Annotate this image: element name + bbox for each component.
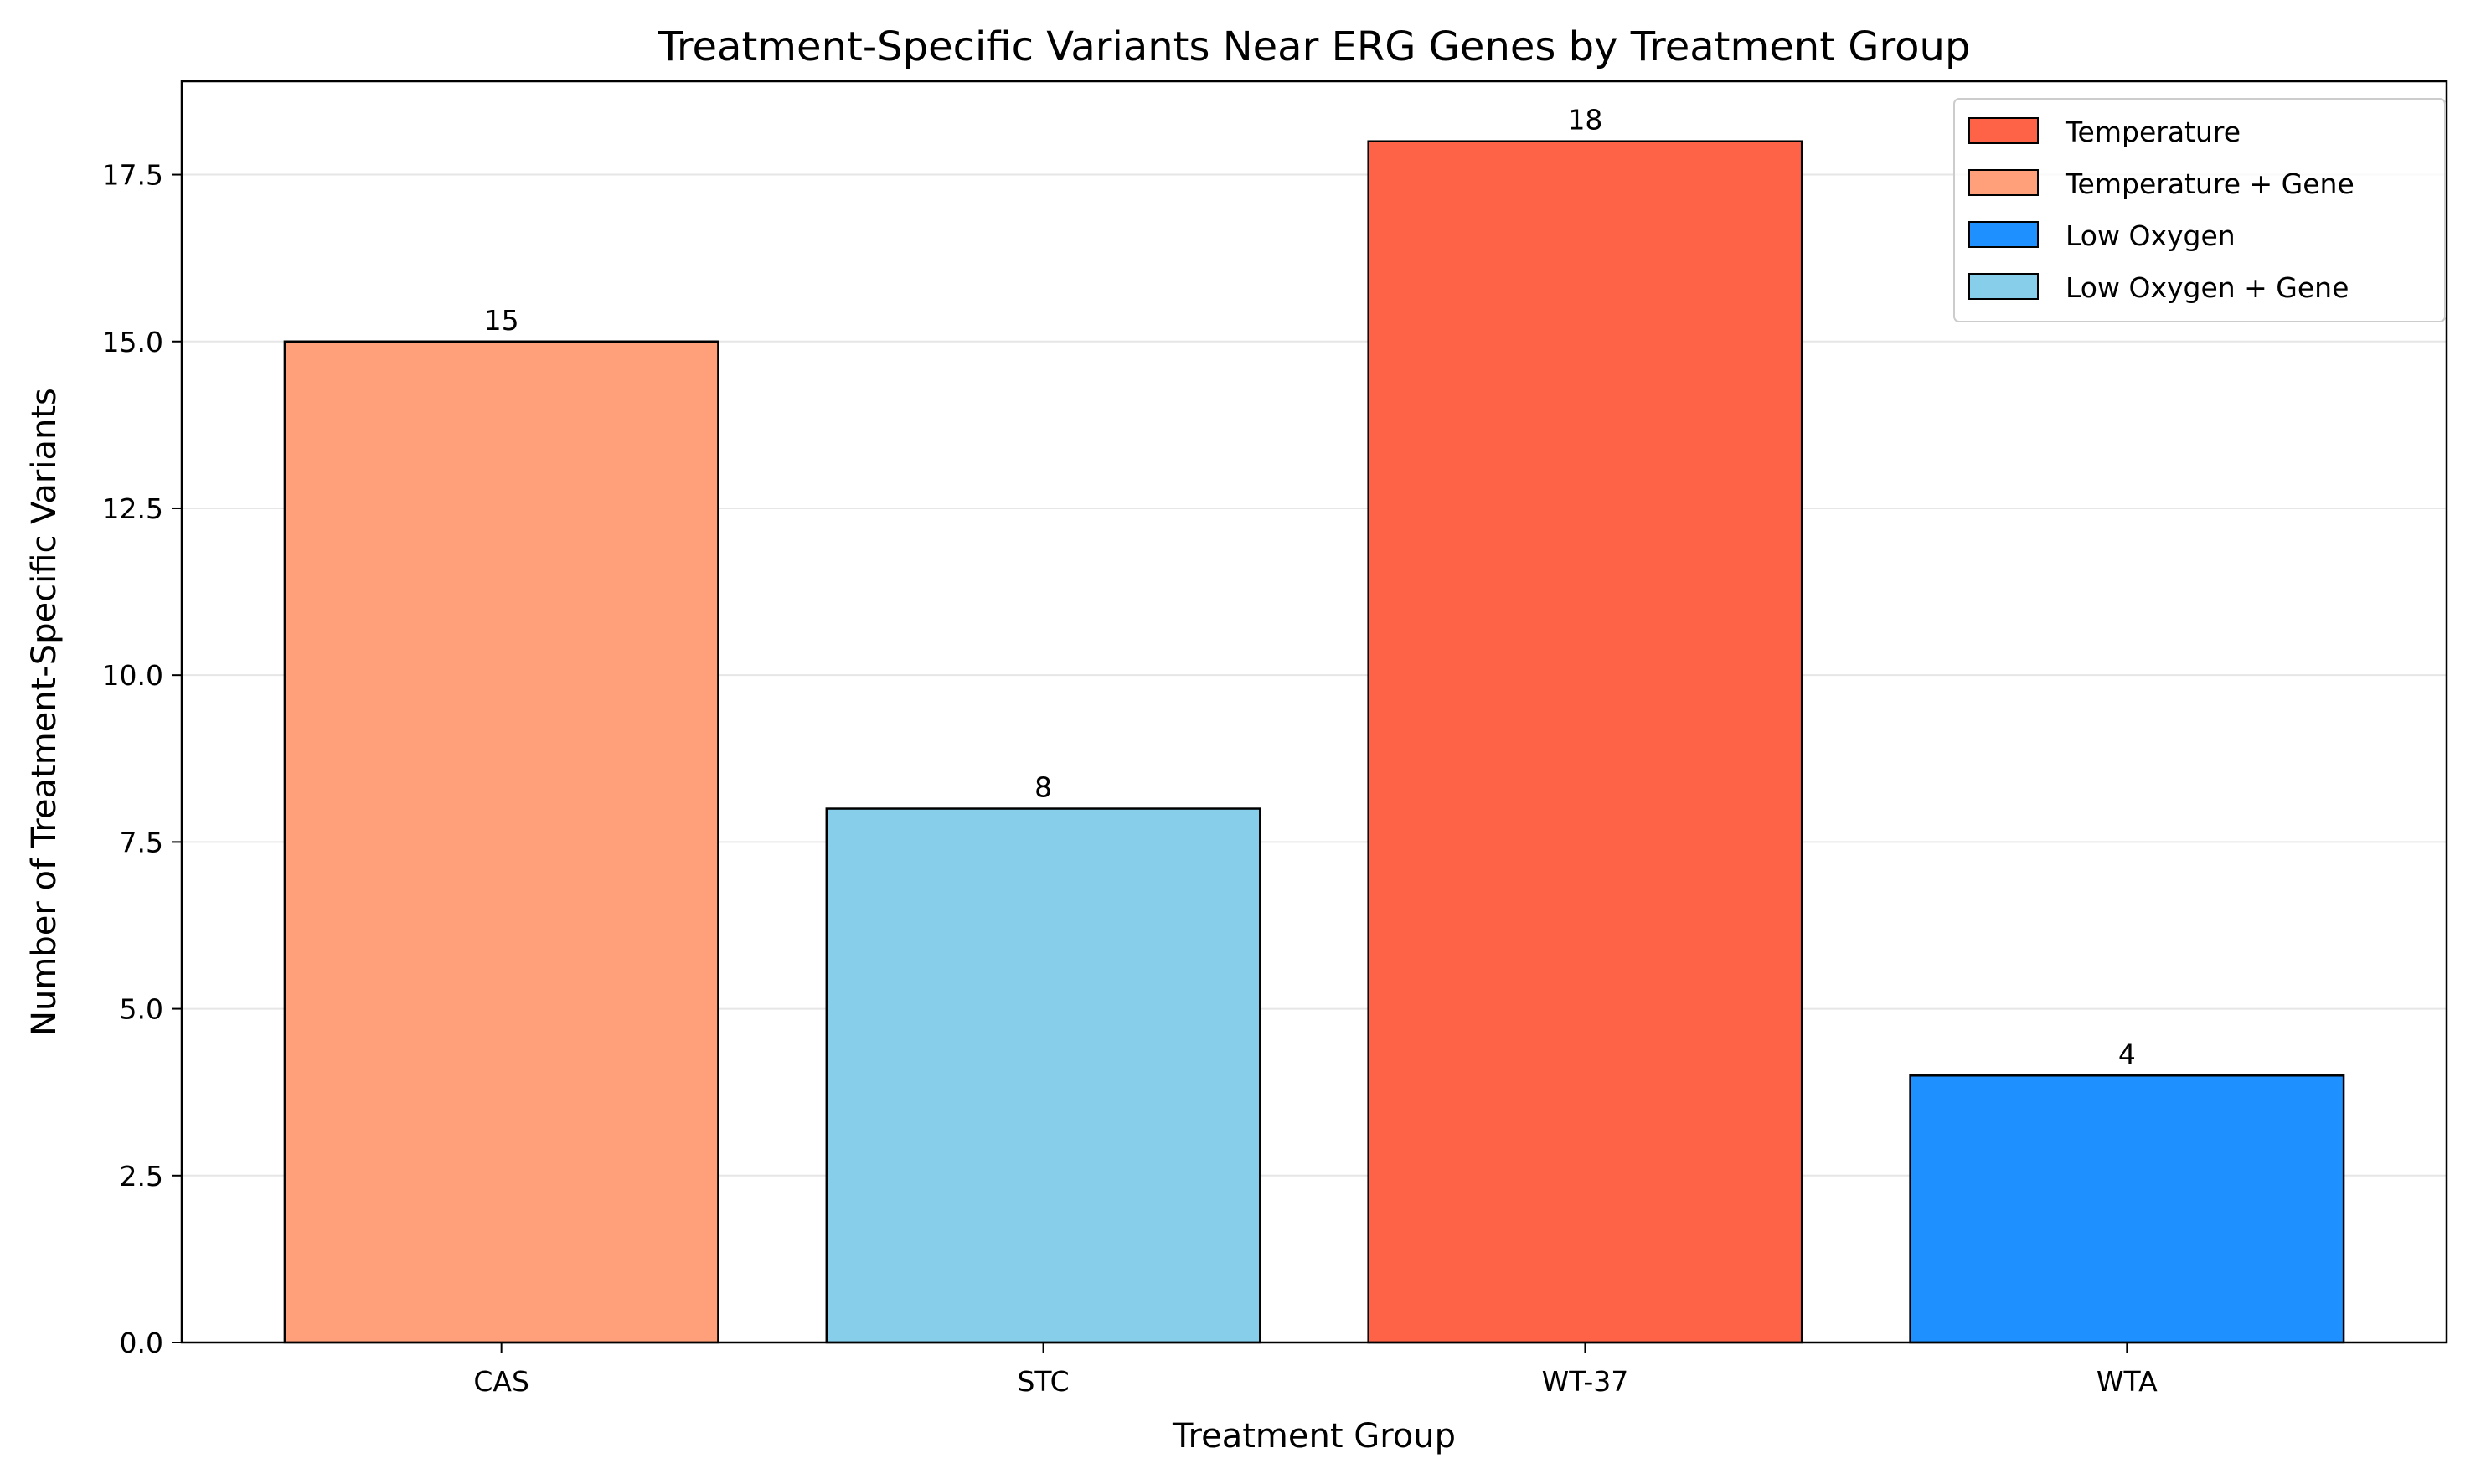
x-tick-label: WT-37 bbox=[1542, 1365, 1629, 1398]
x-tick-label: STC bbox=[1017, 1365, 1069, 1398]
legend-label: Low Oxygen bbox=[2066, 219, 2236, 252]
bar-cas bbox=[283, 340, 719, 1344]
bar-wta bbox=[1909, 1074, 2345, 1344]
bar-value-label: 15 bbox=[484, 304, 519, 337]
legend-label: Temperature bbox=[2065, 116, 2241, 148]
bar-wt-37 bbox=[1367, 140, 1803, 1344]
x-axis-ticks: CAS STC WT-37 WTA bbox=[473, 1342, 2158, 1398]
legend-frame bbox=[1953, 98, 2446, 322]
bar-stc bbox=[825, 807, 1261, 1344]
y-axis-label: Number of Treatment-Specific Variants bbox=[25, 388, 64, 1036]
axes-frame bbox=[180, 80, 2448, 1344]
bar-value-label: 8 bbox=[1034, 771, 1052, 804]
legend: Temperature Temperature + Gene Low Oxygen L… bbox=[1953, 98, 2446, 322]
legend-swatch bbox=[1968, 169, 2039, 196]
y-tick-label: 5.0 bbox=[120, 993, 163, 1026]
legend-swatch bbox=[1968, 117, 2039, 144]
bars bbox=[283, 140, 2345, 1344]
x-axis-label: Treatment Group bbox=[1172, 1417, 1456, 1456]
bar-value-label: 4 bbox=[2118, 1038, 2136, 1070]
legend-label: Low Oxygen + Gene bbox=[2066, 271, 2349, 304]
y-tick-label: 0.0 bbox=[120, 1327, 163, 1359]
legend-label: Temperature + Gene bbox=[2065, 167, 2354, 200]
y-tick-label: 17.5 bbox=[102, 159, 163, 192]
value-labels: 15 8 18 4 bbox=[484, 104, 2136, 1071]
y-tick-label: 10.0 bbox=[102, 659, 163, 692]
y-tick-label: 15.0 bbox=[102, 326, 163, 358]
x-tick-label: CAS bbox=[473, 1365, 529, 1398]
chart-title: Treatment-Specific Variants Near ERG Gen… bbox=[658, 23, 1971, 70]
legend-swatch bbox=[1968, 273, 2039, 300]
bar-value-label: 18 bbox=[1567, 104, 1602, 137]
y-tick-label: 12.5 bbox=[102, 492, 163, 525]
y-tick-label: 2.5 bbox=[120, 1160, 163, 1193]
y-tick-label: 7.5 bbox=[120, 826, 163, 858]
y-axis-ticks: 0.0 2.5 5.0 7.5 10.0 12.5 15.0 17.5 bbox=[102, 159, 182, 1359]
legend-items: Temperature Temperature + Gene Low Oxygen L… bbox=[1968, 116, 2354, 304]
x-tick-label: WTA bbox=[2097, 1365, 2158, 1398]
legend-swatch bbox=[1968, 221, 2039, 248]
